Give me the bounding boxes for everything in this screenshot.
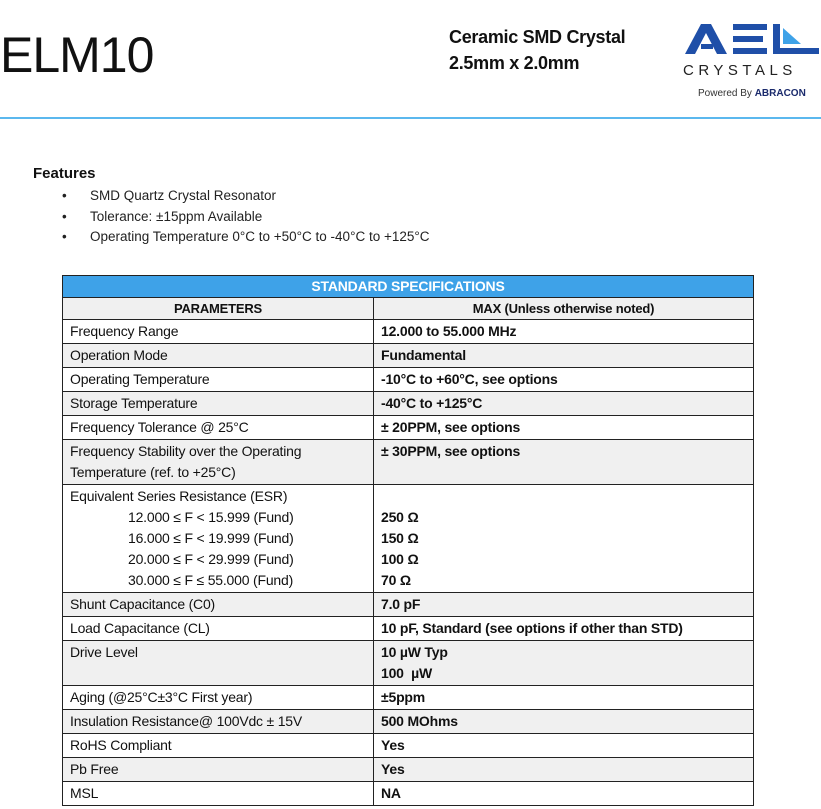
table-row: Drive Level 10 µW Typ 100 µW xyxy=(62,640,754,686)
powered-prefix: Powered By xyxy=(698,88,752,99)
feature-item: SMD Quartz Crystal Resonator xyxy=(62,186,430,207)
powered-by: Powered By ABRACON xyxy=(698,88,806,99)
powered-brand: ABRACON xyxy=(754,88,806,99)
header-divider xyxy=(0,117,821,119)
value: NA xyxy=(373,781,754,806)
value-line: 10 µW Typ xyxy=(381,644,448,660)
features-list: SMD Quartz Crystal Resonator Tolerance: … xyxy=(33,186,430,248)
param: Aging (@25°C±3°C First year) xyxy=(62,685,374,710)
value: Yes xyxy=(373,757,754,782)
param-line: Equivalent Series Resistance (ESR) xyxy=(70,488,288,504)
logo-sub: CRYSTALS xyxy=(683,62,797,79)
param: Frequency Stability over the Operating Te… xyxy=(62,439,374,485)
esr-range: 30.000 ≤ F ≤ 55.000 (Fund) xyxy=(128,572,294,588)
features-section: Features SMD Quartz Crystal Resonator To… xyxy=(33,165,430,248)
product-subtitle: Ceramic SMD Crystal 2.5mm x 2.0mm xyxy=(449,24,626,76)
features-heading: Features xyxy=(33,165,96,182)
esr-value: 150 Ω xyxy=(381,530,419,546)
param: Operating Temperature xyxy=(62,367,374,392)
feature-item: Operating Temperature 0°C to +50°C to -4… xyxy=(62,227,429,248)
ael-logo: CRYSTALS xyxy=(683,24,819,79)
param: Insulation Resistance@ 100Vdc ± 15V xyxy=(62,709,374,734)
value: -10°C to +60°C, see options xyxy=(373,367,754,392)
esr-range: 12.000 ≤ F < 15.999 (Fund) xyxy=(128,509,294,525)
table-row: Insulation Resistance@ 100Vdc ± 15V 500 M… xyxy=(62,709,754,734)
table-row: Load Capacitance (CL) 10 pF, Standard (se… xyxy=(62,616,754,641)
param: RoHS Compliant xyxy=(62,733,374,758)
table-row: Frequency Stability over the Operating Te… xyxy=(62,439,754,485)
column-header-max: MAX (Unless otherwise noted) xyxy=(373,297,754,320)
value: Fundamental xyxy=(373,343,754,368)
value-line: 100 µW xyxy=(381,665,433,681)
esr-value: 250 Ω xyxy=(381,509,419,525)
param-line: Frequency Stability over the Operating xyxy=(70,443,302,459)
param: Storage Temperature xyxy=(62,391,374,416)
table-row: Operation Mode Fundamental xyxy=(62,343,754,368)
table-row: RoHS Compliant Yes xyxy=(62,733,754,758)
table-row: Shunt Capacitance (C0) 7.0 pF xyxy=(62,592,754,617)
product-title: ELM10 xyxy=(0,27,154,83)
esr-value: 70 Ω xyxy=(381,572,411,588)
param: Operation Mode xyxy=(62,343,374,368)
table-row: Frequency Tolerance @ 25°C ± 20PPM, see o… xyxy=(62,415,754,440)
table-row: Frequency Range 12.000 to 55.000 MHz xyxy=(62,319,754,344)
feature-item: Tolerance: ±15ppm Available xyxy=(62,207,430,228)
value: 10 pF, Standard (see options if other th… xyxy=(373,616,754,641)
table-row: Aging (@25°C±3°C First year) ±5ppm xyxy=(62,685,754,710)
value: -40°C to +125°C xyxy=(373,391,754,416)
table-row: MSL NA xyxy=(62,781,754,806)
table-row: Pb Free Yes xyxy=(62,757,754,782)
param: MSL xyxy=(62,781,374,806)
table-banner: STANDARD SPECIFICATIONS xyxy=(62,275,754,298)
value: 500 MOhms xyxy=(373,709,754,734)
param: Equivalent Series Resistance (ESR) 12.00… xyxy=(62,484,374,593)
param: Load Capacitance (CL) xyxy=(62,616,374,641)
value: ±5ppm xyxy=(373,685,754,710)
param: Drive Level xyxy=(62,640,374,686)
value: ± 30PPM, see options xyxy=(373,439,754,485)
value: 12.000 to 55.000 MHz xyxy=(373,319,754,344)
table-row: Operating Temperature -10°C to +60°C, see… xyxy=(62,367,754,392)
value: Yes xyxy=(373,733,754,758)
table-row-esr: Equivalent Series Resistance (ESR) 12.00… xyxy=(62,484,754,593)
esr-value: 100 Ω xyxy=(381,551,419,567)
specifications-table: STANDARD SPECIFICATIONS PARAMETERS MAX (U… xyxy=(62,275,754,806)
esr-range: 20.000 ≤ F < 29.999 (Fund) xyxy=(128,551,294,567)
param: Shunt Capacitance (C0) xyxy=(62,592,374,617)
value: 250 Ω 150 Ω 100 Ω 70 Ω xyxy=(373,484,754,593)
subtitle-line: 2.5mm x 2.0mm xyxy=(449,53,580,73)
value: 7.0 pF xyxy=(373,592,754,617)
table-row: Storage Temperature -40°C to +125°C xyxy=(62,391,754,416)
subtitle-line: Ceramic SMD Crystal xyxy=(449,27,626,47)
column-header-parameters: PARAMETERS xyxy=(62,297,374,320)
esr-range: 16.000 ≤ F < 19.999 (Fund) xyxy=(128,530,294,546)
value: 10 µW Typ 100 µW xyxy=(373,640,754,686)
param: Frequency Tolerance @ 25°C xyxy=(62,415,374,440)
value: ± 20PPM, see options xyxy=(373,415,754,440)
param: Pb Free xyxy=(62,757,374,782)
param: Frequency Range xyxy=(62,319,374,344)
param-line: Temperature (ref. to +25°C) xyxy=(70,464,236,480)
